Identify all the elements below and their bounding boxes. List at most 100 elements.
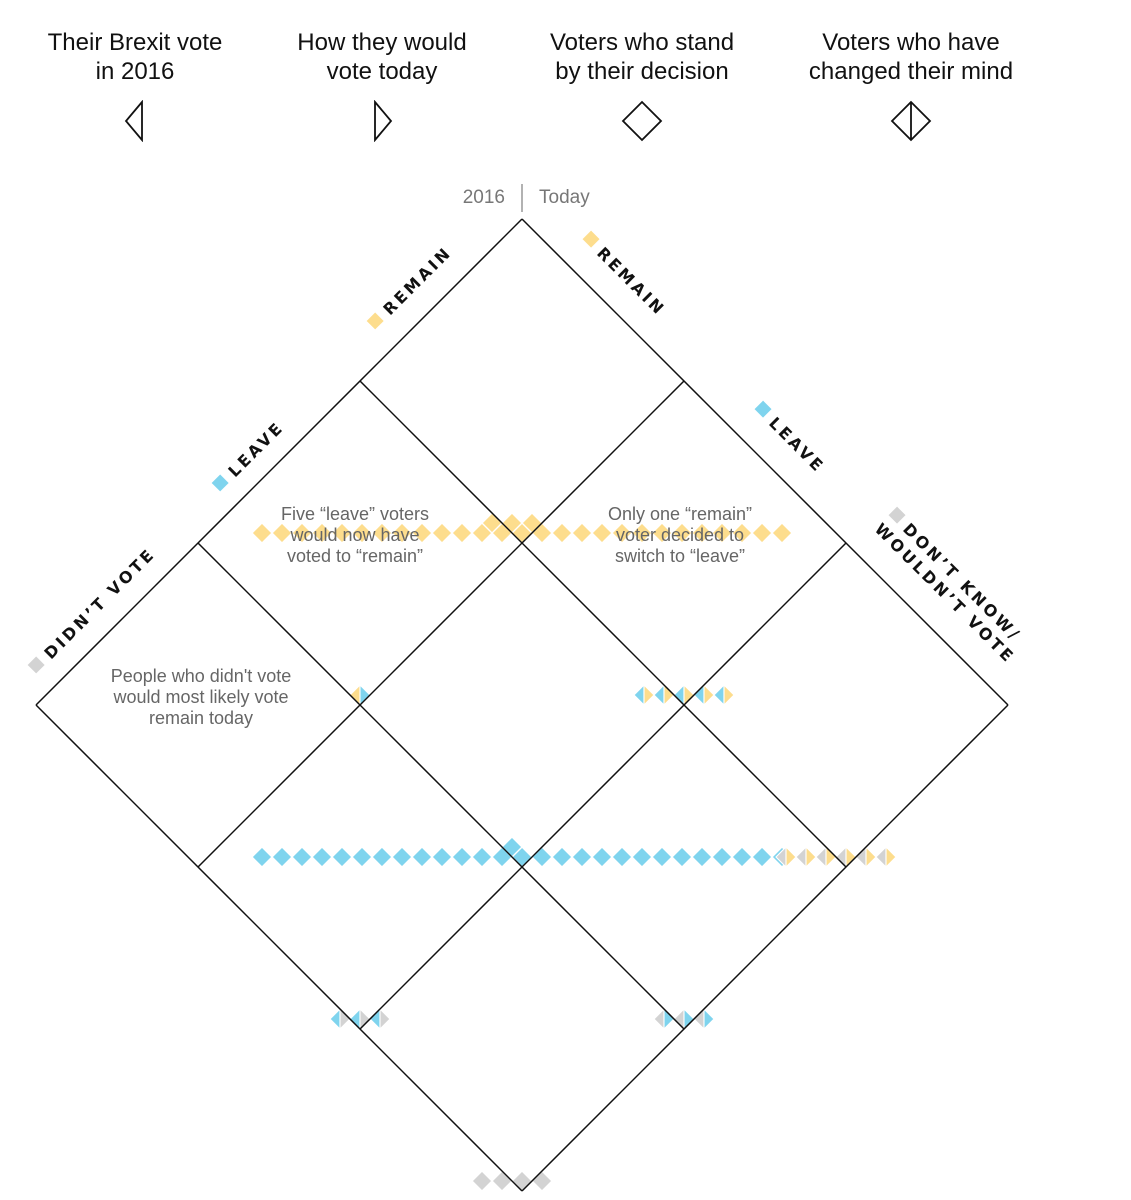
voter-unit: [291, 522, 313, 544]
voter-unit: [311, 522, 333, 544]
diamond-icon: [621, 100, 663, 142]
voter-unit: [591, 522, 613, 544]
voter-unit: [431, 846, 453, 868]
voter-unit-2016-half: [653, 1007, 665, 1031]
voter-unit: [731, 522, 753, 544]
voter-unit: [591, 846, 613, 868]
voter-unit: [371, 522, 393, 544]
voter-unit-2016-half: [713, 683, 725, 707]
voter-unit: [451, 522, 473, 544]
voter-unit-2016-half: [349, 1007, 361, 1031]
axis-label-2016: 2016: [463, 187, 505, 208]
voter-unit: [631, 522, 653, 544]
voter-unit: [875, 845, 897, 869]
legend: Their Brexit vote in 2016 How they would…: [0, 28, 1131, 168]
voter-unit-2016-half: [349, 683, 361, 707]
annotation-remain-to-leave: Only one “remain” voter decided to switc…: [607, 504, 753, 566]
grid-line-row-2: [359, 542, 847, 1030]
voter-unit: [713, 683, 735, 707]
legend-item-stand-by: Voters who stand by their decision: [532, 28, 752, 142]
legend-item-changed-mind: Voters who have changed their mind: [795, 28, 1027, 142]
voter-unit: [771, 522, 793, 544]
voter-unit: [291, 846, 313, 868]
voter-unit: [711, 522, 733, 544]
voter-unit-today-half: [805, 845, 817, 869]
row-label-didnt-vote-text: DIDN’T VOTE: [40, 544, 159, 663]
col-label-dont-know-line2: WOULDN’T VOTE: [871, 519, 1019, 667]
legend-label: Their Brexit vote in 2016: [47, 29, 223, 85]
cell-2016-remain-today-leave: [349, 683, 371, 707]
row-label-leave: LEAVE: [211, 417, 288, 492]
voter-unit: [471, 846, 493, 868]
annotation-leave-to-remain: Five “leave” voters would now have voted…: [280, 504, 430, 566]
voter-unit: [631, 846, 653, 868]
voter-unit: [671, 522, 693, 544]
voter-unit: [855, 845, 877, 869]
voter-unit-2016-half: [329, 1007, 341, 1031]
voter-unit: [651, 846, 673, 868]
matrix-grid: [35, 218, 1009, 1192]
row-label-remain: REMAIN: [366, 243, 456, 330]
voter-unit: [611, 522, 633, 544]
col-label-dont-know-text: DON’T KNOW/ WOULDN’T VOTE: [871, 505, 1033, 667]
legend-item-2016-vote: Their Brexit vote in 2016: [35, 28, 235, 142]
voter-unit-2016-half: [693, 1007, 705, 1031]
grid-line-col-0: [521, 218, 1009, 706]
voter-unit: [775, 845, 797, 869]
voter-unit-today-half: [825, 845, 837, 869]
grid-line-row-0: [35, 218, 523, 706]
voter-unit-today-half: [723, 683, 735, 707]
voter-unit: [351, 846, 373, 868]
leave-swatch: [211, 474, 229, 492]
voter-unit: [671, 846, 693, 868]
voter-unit-2016-half: [795, 845, 807, 869]
voter-unit-today-half: [865, 845, 877, 869]
voter-unit: [331, 846, 353, 868]
remain-swatch: [582, 230, 600, 248]
voter-unit: [633, 683, 655, 707]
leave-swatch: [754, 400, 772, 418]
voter-unit-today-half: [703, 1007, 715, 1031]
voter-unit: [751, 846, 773, 868]
voter-unit: [391, 846, 413, 868]
voter-unit: [511, 1170, 533, 1192]
voter-unit-2016-half: [693, 683, 705, 707]
voter-unit: [691, 522, 713, 544]
voter-unit: [673, 1007, 695, 1031]
voter-unit: [369, 1007, 391, 1031]
axis-label-today: Today: [539, 187, 590, 208]
col-label-remain-text: REMAIN: [593, 243, 669, 319]
voter-unit-2016-half: [673, 1007, 685, 1031]
cell-2016-didnt-vote-today-remain: [775, 845, 897, 869]
voter-unit: [251, 522, 273, 544]
grid-line-row-1: [197, 380, 685, 868]
voter-unit-2016-half: [855, 845, 867, 869]
voter-unit: [653, 683, 675, 707]
cell-2016-remain-today-remain: [251, 512, 793, 544]
voter-unit: [451, 846, 473, 868]
voter-unit: [329, 1007, 351, 1031]
voter-unit-today-half: [643, 683, 655, 707]
voter-unit-today-half: [845, 845, 857, 869]
voter-unit: [251, 846, 273, 868]
voter-unit: [331, 522, 353, 544]
left-triangle-icon: [124, 100, 143, 142]
voter-unit: [411, 846, 433, 868]
voter-unit: [673, 683, 695, 707]
voter-unit: [611, 846, 633, 868]
voter-unit-2016-half: [653, 683, 665, 707]
row-label-leave-text: LEAVE: [224, 417, 287, 480]
voter-unit-today-half: [359, 683, 371, 707]
voter-unit: [411, 522, 433, 544]
voter-unit: [711, 846, 733, 868]
voter-unit: [271, 846, 293, 868]
grid-line-col-3: [35, 704, 523, 1192]
voter-unit-2016-half: [633, 683, 645, 707]
voter-unit-today-half: [683, 683, 695, 707]
voter-unit-today-half: [663, 683, 675, 707]
grid-line-row-3: [521, 704, 1009, 1192]
voter-unit-today-half: [339, 1007, 351, 1031]
cell-2016-didnt-vote-today-leave: [653, 1007, 715, 1031]
voter-unit: [815, 845, 837, 869]
